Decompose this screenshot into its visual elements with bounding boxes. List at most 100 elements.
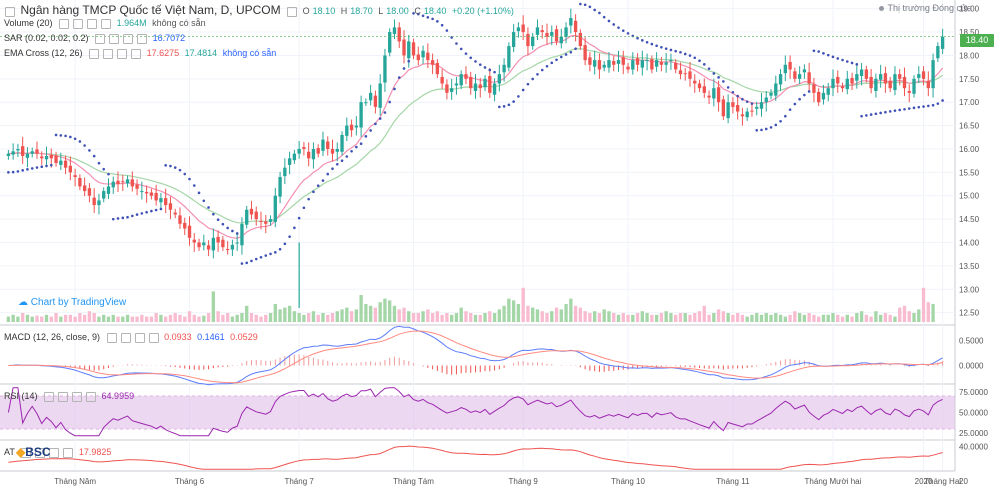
sar-dot <box>760 128 763 132</box>
more-icon[interactable] <box>137 33 148 44</box>
settings-icon[interactable] <box>109 33 120 44</box>
volume-bar <box>712 313 716 322</box>
sar-dot <box>612 23 616 26</box>
last-price-tag: 18.40 <box>960 34 994 47</box>
visibility-icon[interactable] <box>89 48 100 59</box>
sar-dot <box>259 255 263 259</box>
close-icon[interactable] <box>87 18 98 29</box>
candle-body <box>378 83 382 108</box>
volume-bar <box>359 295 363 322</box>
visibility-icon[interactable] <box>106 332 117 343</box>
sar-dot <box>774 123 778 127</box>
settings-icon[interactable] <box>120 332 131 343</box>
volume-bar <box>68 314 73 322</box>
candle-body <box>540 30 544 33</box>
candle-body <box>125 179 130 184</box>
volume-bar <box>116 316 120 322</box>
candle-body <box>516 27 521 32</box>
bottom-label: AT <box>4 447 15 457</box>
sar-label: SAR (0.02, 0.02, 0.2) <box>4 33 89 43</box>
visibility-icon[interactable] <box>21 447 32 458</box>
volume-bar <box>416 313 420 322</box>
sar-dot <box>602 15 606 19</box>
candle-body <box>63 160 68 168</box>
ohlc-change: +0.20 (+1.10%) <box>451 6 514 16</box>
sar-dot <box>745 100 749 103</box>
close-icon[interactable] <box>72 391 83 402</box>
more-icon[interactable] <box>148 332 159 343</box>
more-icon[interactable] <box>101 18 112 29</box>
settings-icon[interactable] <box>103 48 114 59</box>
sar-dot <box>645 40 649 44</box>
price-tick-label: 12.50 <box>959 309 980 318</box>
sar-dot <box>588 5 592 9</box>
ohlc-low-label: L <box>378 6 384 16</box>
candle-body <box>793 71 797 79</box>
close-icon[interactable] <box>134 332 145 343</box>
volume-bar <box>564 304 568 322</box>
market-status: Thị trường Đóng cửa <box>878 3 973 13</box>
candle-body <box>164 198 168 206</box>
close-icon[interactable] <box>123 33 134 44</box>
visibility-icon[interactable] <box>59 18 70 29</box>
volume-bar <box>187 311 192 322</box>
candle-body <box>254 211 258 220</box>
volume-bar <box>345 307 349 322</box>
more-icon[interactable] <box>63 447 74 458</box>
sar-dot <box>445 29 449 32</box>
volume-bar <box>740 314 745 322</box>
sar-dot <box>850 61 854 65</box>
visibility-icon[interactable] <box>95 33 106 44</box>
sar-dot <box>874 112 878 116</box>
candle-body <box>249 208 254 215</box>
settings-icon[interactable] <box>73 18 84 29</box>
sar-dot <box>374 122 377 126</box>
candle-body <box>30 151 34 154</box>
collapse-icon[interactable] <box>5 6 15 17</box>
candle-body <box>373 95 378 107</box>
sar-dot <box>169 164 172 168</box>
volume-bar <box>774 313 778 322</box>
candle-body <box>716 87 721 103</box>
candle-body <box>869 76 873 89</box>
macd-tick-label: 0.0000 <box>959 362 984 371</box>
volume-bar <box>902 305 907 322</box>
close-icon[interactable] <box>49 447 60 458</box>
volume-legend: Volume (20) 1.964M không có sẵn <box>4 18 209 29</box>
market-status-label: Thị trường Đóng cửa <box>887 3 973 13</box>
candle-body <box>797 74 802 79</box>
settings-icon[interactable] <box>58 391 69 402</box>
candle-body <box>602 64 606 68</box>
visibility-icon[interactable] <box>287 6 298 17</box>
candle-body <box>154 192 158 201</box>
ohlc-low: 18.00 <box>386 6 409 16</box>
candle-body <box>87 188 92 196</box>
volume-bar <box>192 314 196 322</box>
volume-bar <box>30 316 34 322</box>
sar-dot <box>579 2 582 6</box>
volume-bar <box>492 313 497 322</box>
candle-body <box>316 148 320 154</box>
sar-dot <box>331 167 334 171</box>
candle-body <box>25 153 30 158</box>
candle-body <box>631 60 635 70</box>
candle-body <box>940 36 945 49</box>
settings-icon[interactable] <box>35 447 46 458</box>
close-icon[interactable] <box>117 48 128 59</box>
more-icon[interactable] <box>86 391 97 402</box>
volume-bar <box>573 305 578 322</box>
sar-dot <box>355 145 358 149</box>
candle-body <box>783 64 787 74</box>
volume-bar <box>507 298 511 322</box>
sar-dot <box>674 49 677 53</box>
visibility-icon[interactable] <box>44 391 55 402</box>
sar-dot <box>626 32 630 35</box>
sar-dot <box>131 214 134 218</box>
candle-body <box>607 60 611 68</box>
candle-body <box>297 148 301 154</box>
candle-body <box>40 156 44 159</box>
tradingview-watermark[interactable]: ☁ Chart by TradingView <box>18 297 126 308</box>
more-icon[interactable] <box>131 48 142 59</box>
candle-body <box>407 41 411 59</box>
